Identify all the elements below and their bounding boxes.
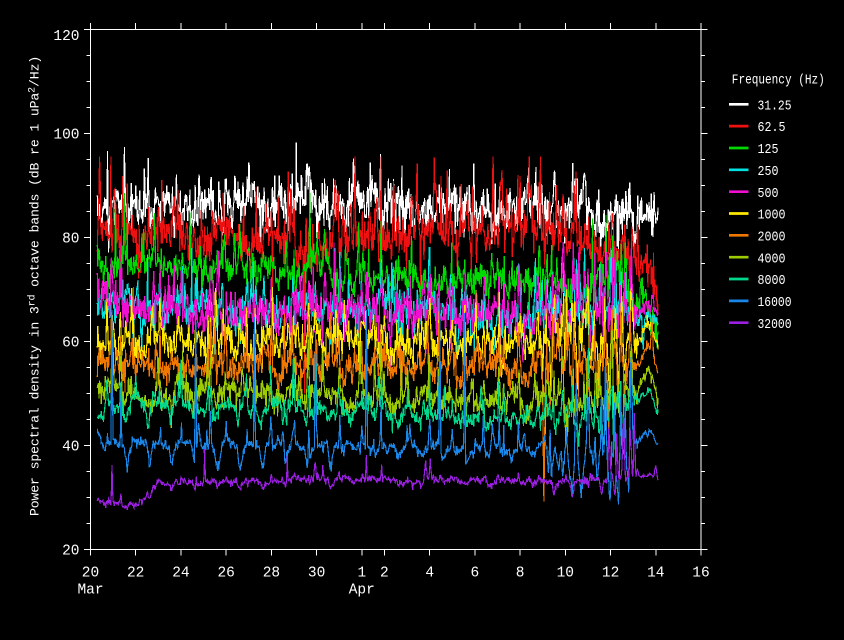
- svg-text:24: 24: [172, 566, 189, 582]
- svg-text:Apr: Apr: [349, 583, 375, 599]
- svg-text:16: 16: [692, 566, 709, 582]
- svg-text:1000: 1000: [758, 208, 786, 224]
- svg-text:1: 1: [357, 566, 366, 582]
- svg-text:80: 80: [62, 231, 79, 247]
- svg-text:14: 14: [647, 566, 664, 582]
- svg-text:31.25: 31.25: [758, 98, 792, 114]
- svg-text:40: 40: [62, 440, 79, 456]
- svg-text:28: 28: [263, 566, 280, 582]
- svg-text:60: 60: [62, 335, 79, 351]
- svg-text:2000: 2000: [758, 229, 786, 245]
- svg-text:4: 4: [425, 566, 434, 582]
- svg-text:30: 30: [308, 566, 325, 582]
- svg-text:2: 2: [380, 566, 389, 582]
- svg-text:22: 22: [127, 566, 144, 582]
- svg-text:Mar: Mar: [77, 583, 103, 599]
- svg-text:125: 125: [758, 142, 779, 158]
- svg-text:62.5: 62.5: [758, 120, 786, 136]
- svg-text:12: 12: [602, 566, 619, 582]
- svg-text:32000: 32000: [758, 317, 792, 333]
- svg-text:Power spectral density in 3rd: Power spectral density in 3rd octave ban…: [27, 56, 43, 516]
- svg-text:20: 20: [82, 566, 99, 582]
- svg-text:6: 6: [471, 566, 480, 582]
- svg-text:8000: 8000: [758, 273, 786, 289]
- svg-text:8: 8: [516, 566, 525, 582]
- svg-text:120: 120: [53, 29, 79, 45]
- svg-text:26: 26: [217, 566, 234, 582]
- svg-text:Frequency (Hz): Frequency (Hz): [732, 73, 825, 89]
- svg-text:20: 20: [62, 544, 79, 560]
- svg-text:4000: 4000: [758, 251, 786, 267]
- svg-text:250: 250: [758, 164, 779, 180]
- svg-text:16000: 16000: [758, 295, 792, 311]
- svg-text:10: 10: [557, 566, 574, 582]
- svg-text:100: 100: [53, 127, 79, 143]
- svg-text:500: 500: [758, 186, 779, 202]
